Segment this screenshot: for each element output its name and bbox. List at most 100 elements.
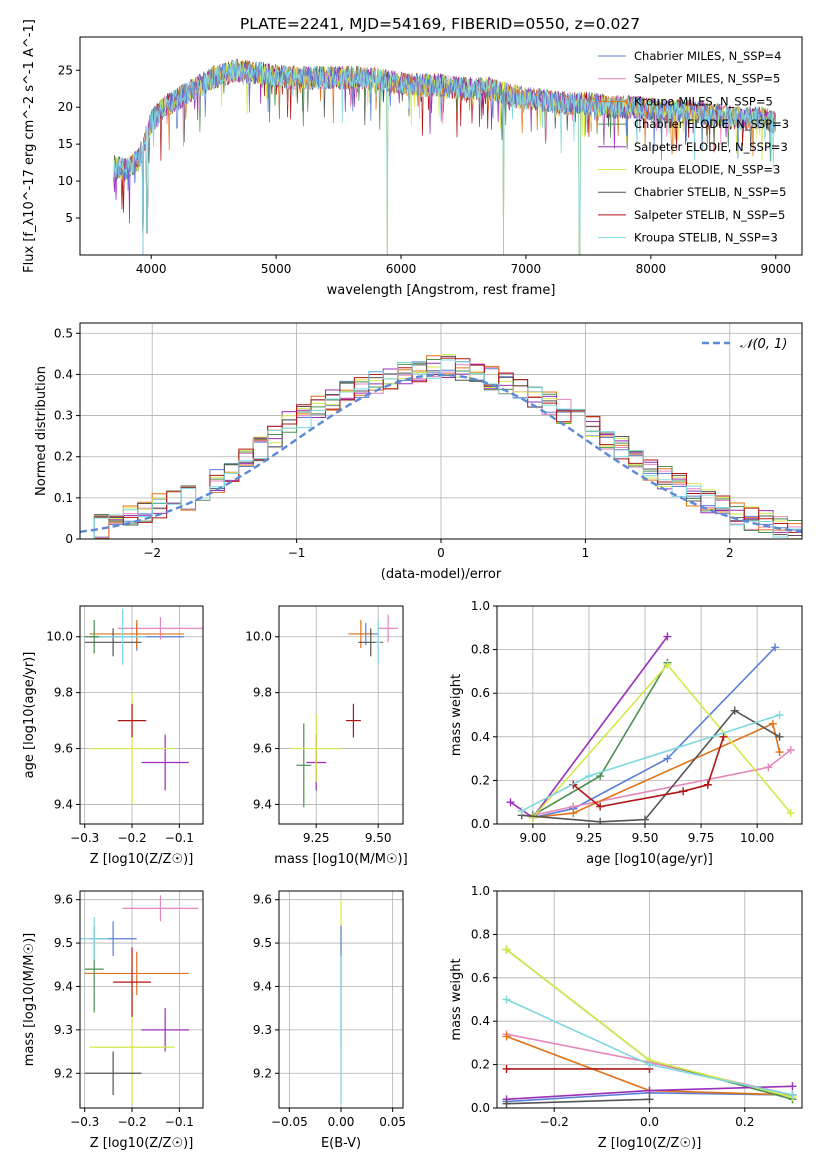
x-tick-label: 0.00 [328,1115,355,1129]
weight-point-marker [569,809,578,818]
x-tick-label: 10.00 [740,831,774,845]
weight-point-marker [788,1090,797,1099]
weight-point-marker [596,817,605,824]
x-axis-label: wavelength [Angstrom, rest frame] [327,283,556,298]
x-tick-label: 1 [582,546,590,560]
x-tick-label: 4000 [136,262,167,276]
y-tick-label: 0.1 [54,491,73,505]
y-axis-label: mass weight [449,674,464,756]
weight-point-marker [786,745,795,754]
y-tick-label: 0.8 [471,927,490,941]
panel-mass-vs-ebv: −0.05 0.00 0.05 9.2 9.3 9.4 9.5 9.6 E(B-V) [253,890,406,1151]
y-tick-label: 9.6 [54,893,73,907]
y-tick-label: 9.2 [54,1066,73,1080]
axes-frame [79,322,803,540]
y-tick-label: 9.5 [253,936,272,950]
weight-point-marker [584,772,593,781]
x-tick-label: −0.1 [165,831,194,845]
weight-point-marker [645,1086,654,1095]
legend-label: Kroupa ELODIE, N_SSP=3 [634,163,780,177]
plot-area [84,608,203,805]
weight-point-marker [502,1099,511,1108]
legend-label: Salpeter STELIB, N_SSP=5 [634,208,785,222]
weight-point-marker [663,754,672,763]
weight-point-marker [517,806,526,815]
x-tick-label: −0.3 [70,831,99,845]
y-tick-label: 9.2 [253,1066,272,1080]
x-tick-label: −0.3 [70,1115,99,1129]
x-axis-label: mass [log10(M/M☉)] [274,852,407,867]
x-tick-label: −0.2 [117,1115,146,1129]
histogram-series-step [80,359,802,539]
y-tick-label: 20 [58,100,73,114]
weight-point-marker [764,763,773,772]
x-tick-label: 8000 [636,262,667,276]
weight-point-marker [596,772,605,781]
y-tick-label: 9.6 [54,742,73,756]
weight-point-marker [775,711,784,719]
panel-weight-vs-Z: −0.2 0.0 0.2 0.0 0.2 0.4 0.6 0.8 1.0 Z [log10(Z/Z… [449,884,803,1151]
weight-point-marker [506,798,515,807]
weight-point-marker [679,787,688,796]
y-tick-label: 9.3 [253,1023,272,1037]
spectrum-series-line [113,60,776,255]
weight-series-line [532,646,776,819]
y-tick-label: 10 [58,174,73,188]
legend-label: Chabrier STELIB, N_SSP=5 [634,185,786,199]
legend-label: Kroupa STELIB, N_SSP=3 [634,231,778,245]
y-axis-label: mass weight [449,958,464,1040]
weight-point-marker [775,748,784,757]
weight-point-marker [641,815,650,824]
axes-frame [79,605,204,825]
y-tick-label: 9.6 [253,742,272,756]
x-tick-label: −0.05 [271,1115,308,1129]
weight-point-marker [502,945,511,954]
weight-point-marker [771,643,780,652]
normal-reference-curve [80,373,802,533]
x-axis-label: Z [log10(Z/Z☉)] [90,852,194,867]
y-tick-label: 0.4 [471,1014,490,1028]
x-tick-label: 9.00 [520,831,547,845]
axes-frame [278,890,404,1109]
plot-area [502,945,797,1108]
legend-label: Salpeter ELODIE, N_SSP=3 [634,140,788,154]
weight-point-marker [502,1032,511,1041]
weight-point-marker [645,1095,654,1104]
y-tick-label: 0.6 [471,686,490,700]
x-tick-label: −0.2 [117,831,146,845]
weight-point-marker [645,1060,654,1069]
x-tick-label: 9.50 [632,831,659,845]
panel-weight-vs-age: 9.00 9.25 9.50 9.75 10.00 0.0 0.2 0.4 0.6 0.8 1.0 a… [449,599,803,867]
panel-age-vs-mass: 9.25 9.50 9.4 9.6 9.8 10.0 mass [log10(M/M☉)] [245,605,408,867]
x-tick-label: 9.50 [365,831,392,845]
plot-area [506,632,795,824]
y-tick-label: 0.2 [471,1058,490,1072]
y-tick-label: 9.4 [253,979,272,993]
x-tick-label: 5000 [261,262,292,276]
x-tick-label: 0 [437,546,445,560]
y-tick-label: 9.8 [54,686,73,700]
y-tick-label: 9.8 [253,686,272,700]
weight-point-marker [768,719,777,728]
weight-point-marker [788,1082,797,1091]
y-tick-label: 0.0 [471,1101,490,1115]
x-axis-label: (data-model)/error [381,567,502,582]
x-tick-label: −1 [288,546,306,560]
panel-mass-vs-Z: −0.3 −0.2 −0.1 9.2 9.3 9.4 9.5 9.6 Z [log10(Z/Z☉… [22,890,204,1151]
y-tick-label: 0.2 [54,450,73,464]
weight-point-marker [663,660,672,669]
weight-series-line [532,722,781,819]
x-tick-label: 9.25 [576,831,603,845]
figure-title: PLATE=2241, MJD=54169, FIBERID=0550, z=0… [240,15,640,33]
y-axis-label: mass [log10(M/M☉)] [22,933,37,1066]
y-tick-label: 0.5 [54,326,73,340]
axes-frame [496,605,803,825]
x-tick-label: 0.2 [735,1115,754,1129]
x-tick-label: 9000 [760,262,791,276]
axes-frame [278,605,404,825]
axes-frame [79,890,204,1109]
y-tick-label: 9.4 [253,797,272,811]
legend-label: Chabrier MILES, N_SSP=4 [634,49,781,63]
panel-spectrum: 4000 5000 6000 7000 8000 9000 5 10 15 20 25 wavelen… [22,19,803,298]
y-tick-label: 15 [58,137,73,151]
